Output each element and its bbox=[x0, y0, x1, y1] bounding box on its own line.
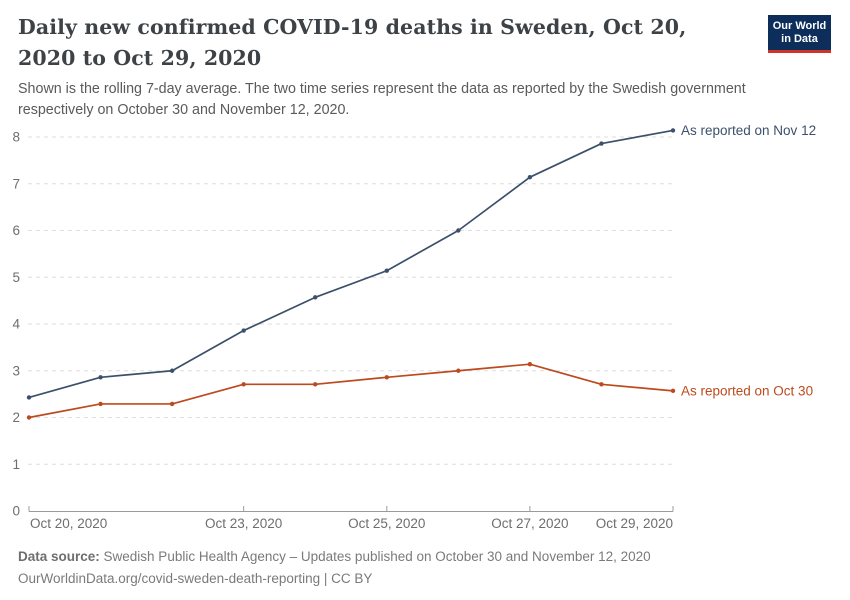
footer: Data source: Swedish Public Health Agenc… bbox=[18, 546, 818, 590]
data-point[interactable] bbox=[384, 268, 389, 273]
series-line[interactable] bbox=[28, 129, 674, 399]
data-source-text: Swedish Public Health Agency – Updates p… bbox=[99, 549, 651, 564]
footer-separator: | bbox=[320, 571, 332, 586]
y-axis-tick-label: 7 bbox=[12, 176, 20, 191]
x-axis-tick-label: Oct 25, 2020 bbox=[348, 516, 425, 531]
data-point[interactable] bbox=[313, 382, 318, 387]
y-axis-tick-label: 5 bbox=[12, 270, 20, 285]
page-subtitle: Shown is the rolling 7-day average. The … bbox=[18, 81, 746, 118]
data-point[interactable] bbox=[26, 415, 32, 420]
y-axis-tick-label: 1 bbox=[12, 457, 20, 472]
footer-link[interactable]: OurWorldinData.org/covid-sweden-death-re… bbox=[18, 571, 321, 586]
line-chart[interactable]: 0 1 2 3 4 5 6 7 8 Oct 20, 2020 Oct 23, 2020 Oct 25,… bbox=[0, 115, 850, 547]
data-source-label: Data source: bbox=[18, 549, 100, 564]
data-point[interactable] bbox=[98, 375, 103, 380]
data-point[interactable] bbox=[169, 401, 175, 407]
y-axis-tick-label: 3 bbox=[12, 363, 20, 378]
license-text: CC BY bbox=[331, 571, 373, 586]
x-axis-tick-label: Oct 27, 2020 bbox=[491, 516, 568, 531]
x-axis-tick-label: Oct 23, 2020 bbox=[205, 516, 282, 531]
data-point[interactable] bbox=[26, 395, 32, 400]
data-point[interactable] bbox=[313, 295, 318, 300]
data-point[interactable] bbox=[527, 175, 533, 180]
data-point[interactable] bbox=[670, 388, 676, 394]
data-point[interactable] bbox=[599, 382, 604, 387]
y-axis-tick-label: 6 bbox=[12, 223, 20, 238]
data-source-line: Data source: Swedish Public Health Agenc… bbox=[18, 546, 818, 568]
series-line[interactable] bbox=[28, 363, 674, 419]
page-title: Daily new confirmed COVID-19 deaths in S… bbox=[18, 15, 687, 70]
data-point[interactable] bbox=[384, 375, 389, 380]
y-axis-tick-label: 8 bbox=[12, 130, 20, 145]
data-point[interactable] bbox=[98, 401, 103, 407]
y-axis-tick-label: 2 bbox=[12, 410, 20, 425]
data-point[interactable] bbox=[169, 368, 175, 373]
data-point[interactable] bbox=[241, 328, 246, 333]
owid-logo[interactable]: Our World in Data bbox=[768, 15, 831, 53]
series-end-label: As reported on Oct 30 bbox=[681, 383, 813, 398]
data-point[interactable] bbox=[241, 382, 246, 387]
owid-logo-line2: in Data bbox=[781, 32, 818, 45]
owid-logo-line1: Our World bbox=[772, 19, 827, 32]
data-point[interactable] bbox=[527, 362, 533, 367]
series-end-label: As reported on Nov 12 bbox=[681, 123, 816, 138]
data-point[interactable] bbox=[599, 141, 604, 146]
footer-link-line: OurWorldinData.org/covid-sweden-death-re… bbox=[18, 568, 818, 590]
x-axis-tick-label: Oct 29, 2020 bbox=[596, 516, 673, 531]
data-point[interactable] bbox=[456, 368, 461, 373]
y-axis-tick-label: 0 bbox=[12, 504, 20, 519]
data-point[interactable] bbox=[670, 128, 676, 133]
y-axis-tick-label: 4 bbox=[12, 317, 20, 332]
data-point[interactable] bbox=[456, 228, 461, 233]
x-axis-tick-label: Oct 20, 2020 bbox=[30, 516, 107, 531]
